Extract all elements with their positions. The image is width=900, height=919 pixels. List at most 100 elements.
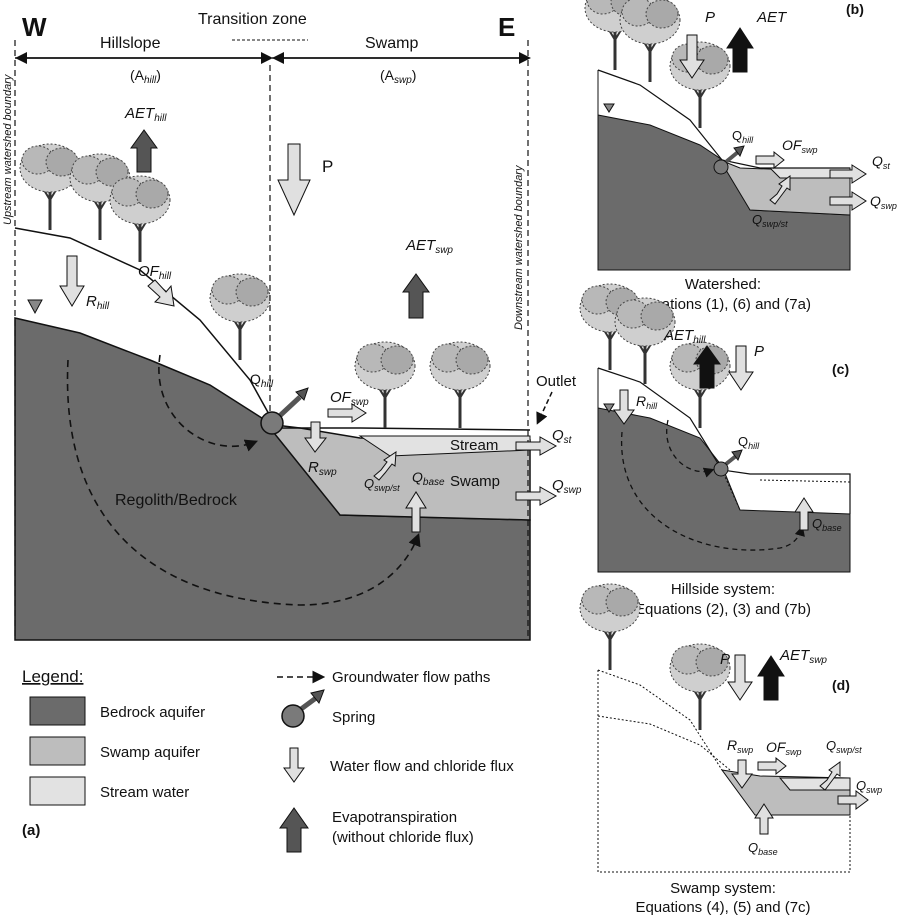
- panel-d-q-swpst-label: Qswp/st: [826, 738, 862, 755]
- east-label: E: [498, 12, 515, 42]
- q-swpst-arrow: [373, 451, 397, 481]
- panel-c-caption-line2: Equations (2), (3) and (7b): [635, 601, 811, 618]
- panel-c-p-label: P: [754, 343, 764, 360]
- panel-c-q-base-label: Qbase: [812, 516, 842, 533]
- panel-c-aet-arrow: [693, 345, 721, 389]
- legend-title: Legend:: [22, 667, 83, 686]
- panel-b-caption-line2: Equations (1), (6) and (7a): [635, 296, 811, 313]
- outlet-pointer: [536, 391, 553, 425]
- panel-d-hill-bedrock: [597, 715, 731, 771]
- panel-d-aet-arrow: [757, 655, 785, 701]
- tree-icon: [208, 272, 272, 362]
- panel-b-aet-label: AET: [756, 9, 788, 26]
- tree-icon: [668, 40, 732, 130]
- legend-swatch-bedrock: [29, 696, 86, 726]
- panel-d-q-swp-label: Qswp: [856, 778, 882, 795]
- aet-swp-label: AETswp: [405, 237, 453, 256]
- tree-icon: [428, 340, 492, 430]
- panel-d-caption-line2: Equations (4), (5) and (7c): [635, 899, 810, 916]
- precipitation-label: P: [322, 157, 333, 176]
- panel-b-label: (b): [846, 1, 864, 17]
- panel-c-swamp-outline: [721, 469, 741, 511]
- panel-d-frame: [597, 670, 851, 873]
- r-hill-arrow: [59, 255, 85, 307]
- panel-c-q-hill-label: Qhill: [738, 434, 760, 451]
- panel-b-q-swpst-arrow: [769, 175, 791, 205]
- panel-b-p-label: P: [705, 9, 715, 26]
- r-swp-arrow: [304, 421, 328, 453]
- legend-spring-arrowhead: [310, 689, 325, 704]
- q-swp-label: Qswp: [552, 477, 582, 496]
- downstream-boundary-label: Downstream watershed boundary: [513, 164, 525, 330]
- tree-icon: [353, 340, 417, 430]
- area-swp-label: (Aswp): [380, 67, 416, 86]
- legend-et-icon: [279, 807, 309, 853]
- of-swp-arrow: [327, 403, 367, 423]
- swamp-region-label: Swamp: [365, 35, 418, 52]
- panel-b-q-swp-arrow: [829, 191, 867, 211]
- q-base-label: Qbase: [412, 469, 445, 488]
- q-swpst-label: Qswp/st: [364, 476, 400, 493]
- panel-c-gw-flow-short: [666, 419, 715, 478]
- panel-b-spring-icon: [713, 159, 729, 175]
- q-hill-label: Qhill: [250, 371, 274, 390]
- tree-icon: [18, 142, 82, 232]
- panel-b-water-table-icon: [603, 103, 615, 113]
- water-table-icon: [27, 299, 43, 315]
- ground-surface: [14, 227, 531, 431]
- panel-b-q-swp-label: Qswp: [870, 193, 897, 211]
- panel-c-p-arrow: [728, 345, 754, 391]
- panel-c-stream-outline: [759, 479, 851, 483]
- panel-b-q-st-label: Qst: [872, 153, 890, 171]
- panel-b-spring-arrowhead: [733, 145, 745, 158]
- panel-b-q-hill-label: Qhill: [732, 128, 754, 145]
- spring-arrowhead: [295, 387, 309, 401]
- hillslope-label: Hillslope: [100, 35, 161, 52]
- of-swp-label: OFswp: [330, 389, 369, 408]
- panel-c-water-table-icon: [603, 403, 615, 413]
- panel-d-q-base-label: Qbase: [748, 840, 778, 857]
- panel-b: (b) P AET Qhill OFswp Qst Qswp Qswp/st W…: [583, 0, 897, 313]
- aet-hill-label: AEThill: [124, 105, 167, 124]
- legend-spring-label: Spring: [332, 709, 375, 726]
- panel-d-p-arrow: [727, 654, 753, 701]
- q-st-label: Qst: [552, 427, 573, 446]
- legend: Legend: Bedrock aquifer Swamp aquifer St…: [22, 667, 514, 853]
- legend-et-line2: (without chloride flux): [332, 829, 474, 846]
- panel-d-p-label: P: [720, 651, 730, 668]
- panel-b-caption-line1: Watershed:: [685, 276, 761, 293]
- panel-b-p-arrow: [679, 34, 705, 79]
- legend-swatch-stream: [29, 776, 86, 806]
- transition-label: Transition zone: [198, 11, 307, 28]
- legend-water-flow-label: Water flow and chloride flux: [330, 758, 514, 775]
- of-hill-label: OFhill: [138, 263, 172, 282]
- tree-icon: [578, 582, 642, 672]
- panel-a: W E Hillslope Transition zone Swamp (Ahi…: [2, 11, 582, 641]
- panel-d: (d) P AETswp Rswp OFswp Qswp/st Qswp Qba…: [578, 582, 882, 916]
- legend-et-line1: Evapotranspiration: [332, 809, 457, 826]
- panel-c-q-base-arrow: [794, 497, 814, 531]
- tree-icon: [108, 174, 172, 264]
- legend-water-flow-icon: [283, 747, 305, 783]
- r-hill-label: Rhill: [86, 293, 110, 312]
- panel-b-surface: [597, 69, 850, 169]
- q-base-arrow: [405, 491, 427, 533]
- panel-c-spring-icon: [713, 461, 729, 477]
- panel-d-of-swp-arrow: [757, 756, 787, 776]
- aet-hill-arrow: [130, 129, 158, 173]
- panel-d-caption-line1: Swamp system:: [670, 880, 776, 897]
- panel-d-stream: [778, 777, 851, 791]
- legend-bedrock-label: Bedrock aquifer: [100, 704, 205, 721]
- panel-c-spring-arrowhead: [731, 449, 743, 462]
- outlet-label: Outlet: [536, 373, 577, 390]
- area-hill-label: (Ahill): [130, 67, 161, 86]
- q-swp-arrow: [515, 486, 558, 506]
- panel-a-label: (a): [22, 822, 40, 839]
- stream-label: Stream: [450, 437, 498, 454]
- panel-d-aet-label: AETswp: [779, 647, 827, 666]
- panel-d-q-base-arrow: [754, 803, 774, 835]
- panel-c-r-hill-label: Rhill: [636, 393, 658, 411]
- legend-spring-icon: [281, 704, 305, 728]
- legend-swamp-label: Swamp aquifer: [100, 744, 200, 761]
